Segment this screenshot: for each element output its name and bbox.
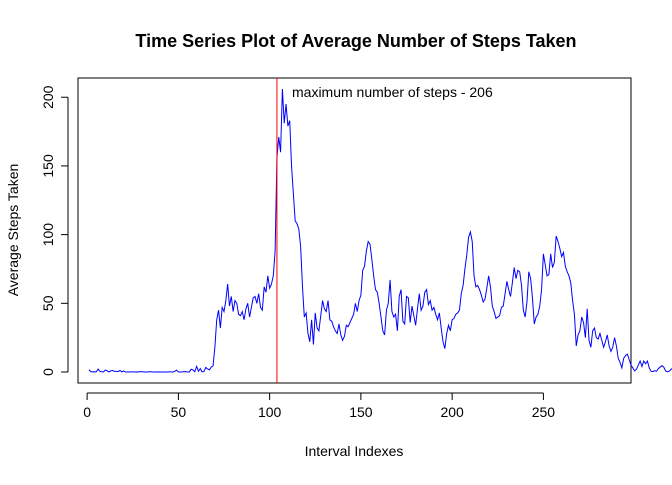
- series-line: [88, 88, 672, 373]
- x-tick-label: 50: [171, 404, 187, 420]
- x-tick-label: 200: [440, 404, 464, 420]
- x-axis-label: Interval Indexes: [305, 443, 404, 459]
- plot-area: [88, 78, 672, 383]
- y-tick-label: 200: [40, 85, 56, 109]
- x-tick-label: 0: [83, 404, 91, 420]
- x-tick-label: 100: [258, 404, 282, 420]
- y-axis-label: Average Steps Taken: [5, 164, 21, 297]
- x-axis: 0 50 100 150 200 250: [83, 392, 556, 420]
- y-axis: 0 50 100 150 200: [40, 85, 69, 376]
- x-tick-label: 250: [532, 404, 556, 420]
- y-tick-label: 50: [40, 295, 56, 311]
- y-tick-label: 100: [40, 223, 56, 247]
- max-annotation: maximum number of steps - 206: [292, 84, 493, 100]
- y-tick-label: 150: [40, 154, 56, 178]
- plot-frame: [77, 77, 632, 384]
- chart-title: Time Series Plot of Average Number of St…: [135, 31, 576, 51]
- y-tick-label: 0: [40, 368, 56, 376]
- x-tick-label: 150: [349, 404, 373, 420]
